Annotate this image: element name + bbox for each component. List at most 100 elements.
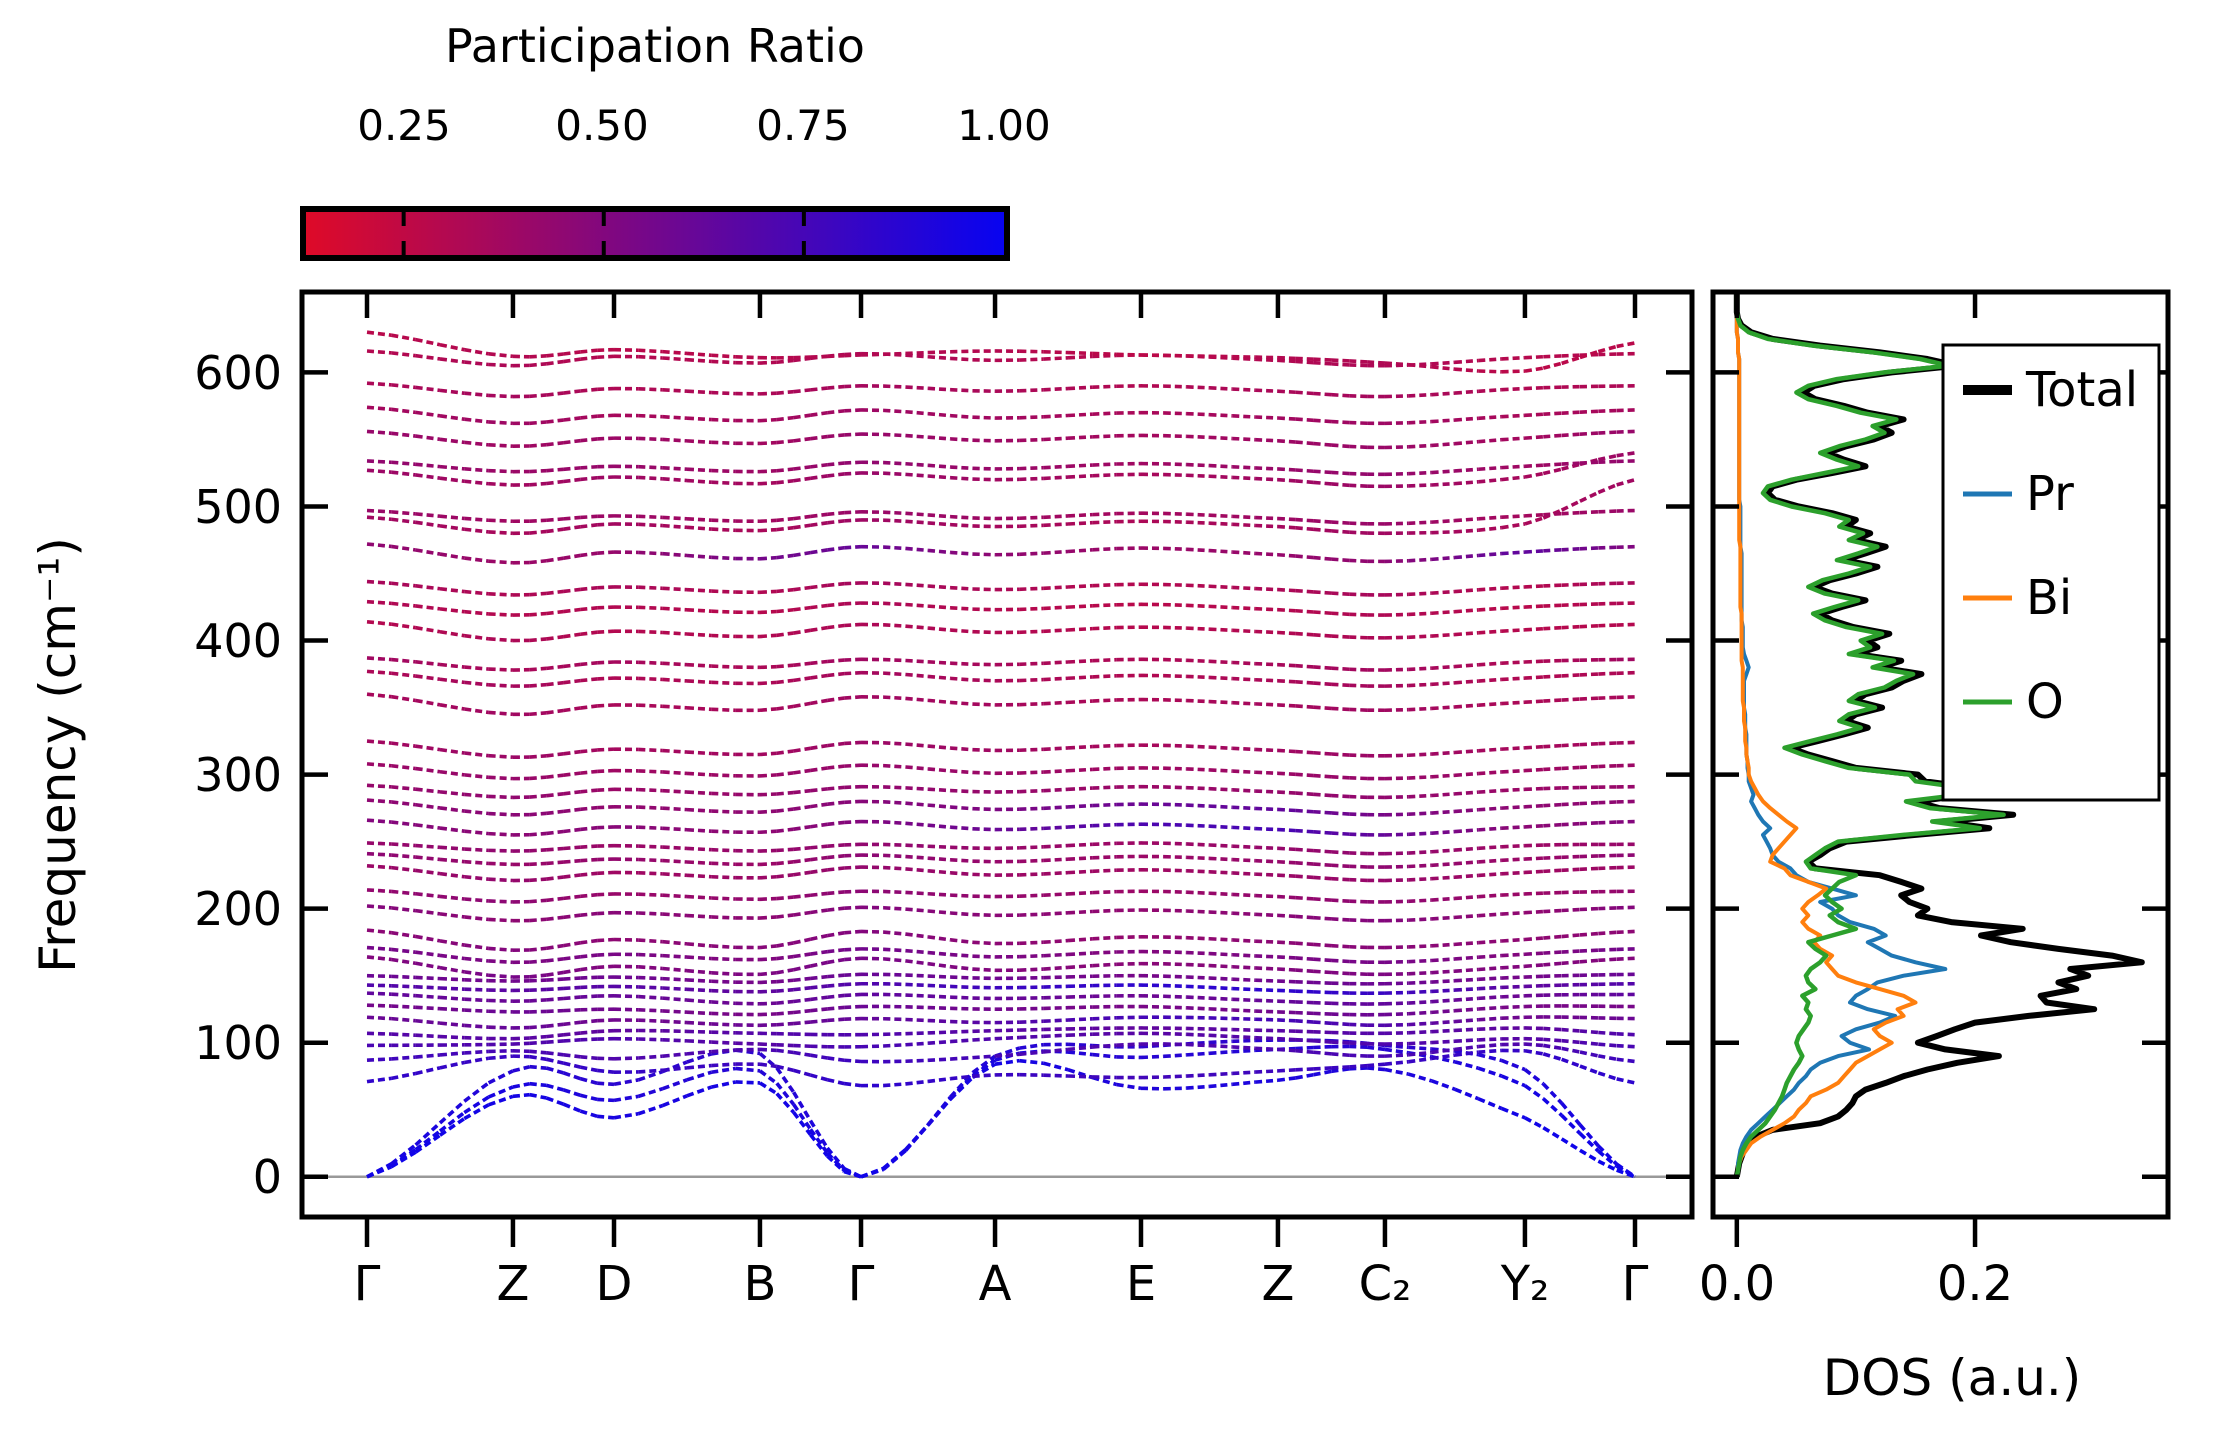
band-segment — [1454, 467, 1479, 473]
band-segment — [927, 548, 951, 555]
band-segment — [905, 1017, 929, 1023]
band-segment — [1163, 462, 1187, 467]
band-segment — [1616, 459, 1636, 464]
band-segment — [563, 515, 581, 521]
band-segment — [1431, 481, 1456, 487]
band-segment — [563, 858, 581, 864]
y-tick-label: 300 — [194, 748, 282, 802]
band-segment — [827, 906, 845, 912]
band-segment — [1043, 1073, 1069, 1078]
band-segment — [1255, 551, 1279, 557]
band-segment — [1163, 625, 1187, 630]
band-segment — [529, 1054, 547, 1062]
band-segment — [1092, 822, 1117, 828]
band-segment — [1186, 803, 1210, 808]
band-segment — [686, 807, 712, 813]
band-segment — [1186, 962, 1210, 968]
band-segment — [1616, 429, 1636, 434]
band-segment — [1579, 906, 1599, 912]
band-segment — [1478, 465, 1502, 472]
band-segment — [464, 987, 489, 992]
band-segment — [391, 581, 416, 588]
band-segment — [1067, 463, 1093, 469]
band-segment — [810, 891, 828, 898]
band-segment — [1019, 349, 1044, 354]
band-segment — [662, 912, 688, 918]
band-segment — [1349, 530, 1368, 535]
band-segment — [950, 1038, 973, 1044]
band-segment — [464, 809, 489, 816]
band-segment — [546, 479, 564, 486]
band-segment — [1116, 961, 1142, 967]
band-segment — [464, 1035, 489, 1041]
band-segment — [905, 385, 929, 391]
band-segment — [546, 1008, 564, 1014]
band-segment — [1277, 859, 1296, 865]
band-segment — [662, 466, 688, 472]
band-segment — [776, 516, 794, 523]
band-segment — [950, 550, 973, 556]
band-segment — [1579, 409, 1599, 414]
band-segment — [686, 357, 712, 364]
band-segment — [366, 669, 392, 676]
band-segment — [662, 476, 688, 483]
band-segment — [1561, 907, 1581, 913]
band-segment — [546, 860, 564, 866]
band-segment — [1295, 417, 1314, 423]
band-segment — [844, 1004, 862, 1010]
band-segment — [613, 975, 639, 980]
band-segment — [1295, 440, 1314, 446]
band-segment — [1384, 471, 1409, 477]
band-segment — [735, 1041, 761, 1046]
band-segment — [711, 527, 736, 533]
band-segment — [1384, 832, 1409, 837]
band-segment — [1524, 626, 1544, 632]
y-tick-label: 100 — [194, 1016, 282, 1070]
band-segment — [883, 432, 906, 438]
band-segment — [950, 893, 973, 898]
band-segment — [927, 950, 951, 957]
band-segment — [1384, 394, 1409, 399]
band-segment — [1313, 441, 1332, 447]
band-segment — [711, 518, 736, 523]
band-segment — [415, 353, 441, 361]
band-segment — [1408, 611, 1432, 617]
band-segment — [1579, 696, 1599, 701]
band-segment — [563, 1038, 581, 1043]
band-segment — [1163, 983, 1187, 989]
band-segment — [927, 1076, 951, 1084]
band-segment — [1408, 634, 1432, 640]
band-segment — [529, 753, 547, 759]
band-segment — [1092, 841, 1117, 847]
band-segment — [776, 967, 794, 975]
band-segment — [1067, 354, 1093, 360]
band-segment — [1542, 467, 1563, 476]
band-segment — [793, 661, 811, 667]
band-segment — [1541, 1082, 1563, 1105]
band-segment — [1092, 1052, 1117, 1059]
band-segment — [464, 829, 489, 836]
band-segment — [366, 1162, 393, 1179]
band-segment — [686, 827, 712, 833]
band-segment — [1478, 414, 1502, 421]
band-segment — [710, 1080, 737, 1089]
band-segment — [1478, 515, 1502, 521]
band-segment — [662, 523, 688, 530]
band-segment — [1186, 890, 1210, 896]
band-segment — [883, 384, 906, 389]
band-segment — [759, 1062, 778, 1069]
band-segment — [686, 1070, 712, 1082]
band-segment — [1543, 354, 1562, 359]
band-segment — [825, 1146, 846, 1170]
band-segment — [686, 771, 712, 777]
band-segment — [464, 391, 489, 398]
band-segment — [1408, 1045, 1432, 1051]
band-segment — [1255, 789, 1279, 794]
band-segment — [1209, 604, 1233, 610]
band-segment — [1431, 792, 1456, 798]
band-segment — [1295, 860, 1314, 866]
band-segment — [1478, 677, 1502, 683]
band-segment — [1186, 1073, 1210, 1078]
band-segment — [759, 896, 777, 902]
band-segment — [905, 624, 929, 630]
